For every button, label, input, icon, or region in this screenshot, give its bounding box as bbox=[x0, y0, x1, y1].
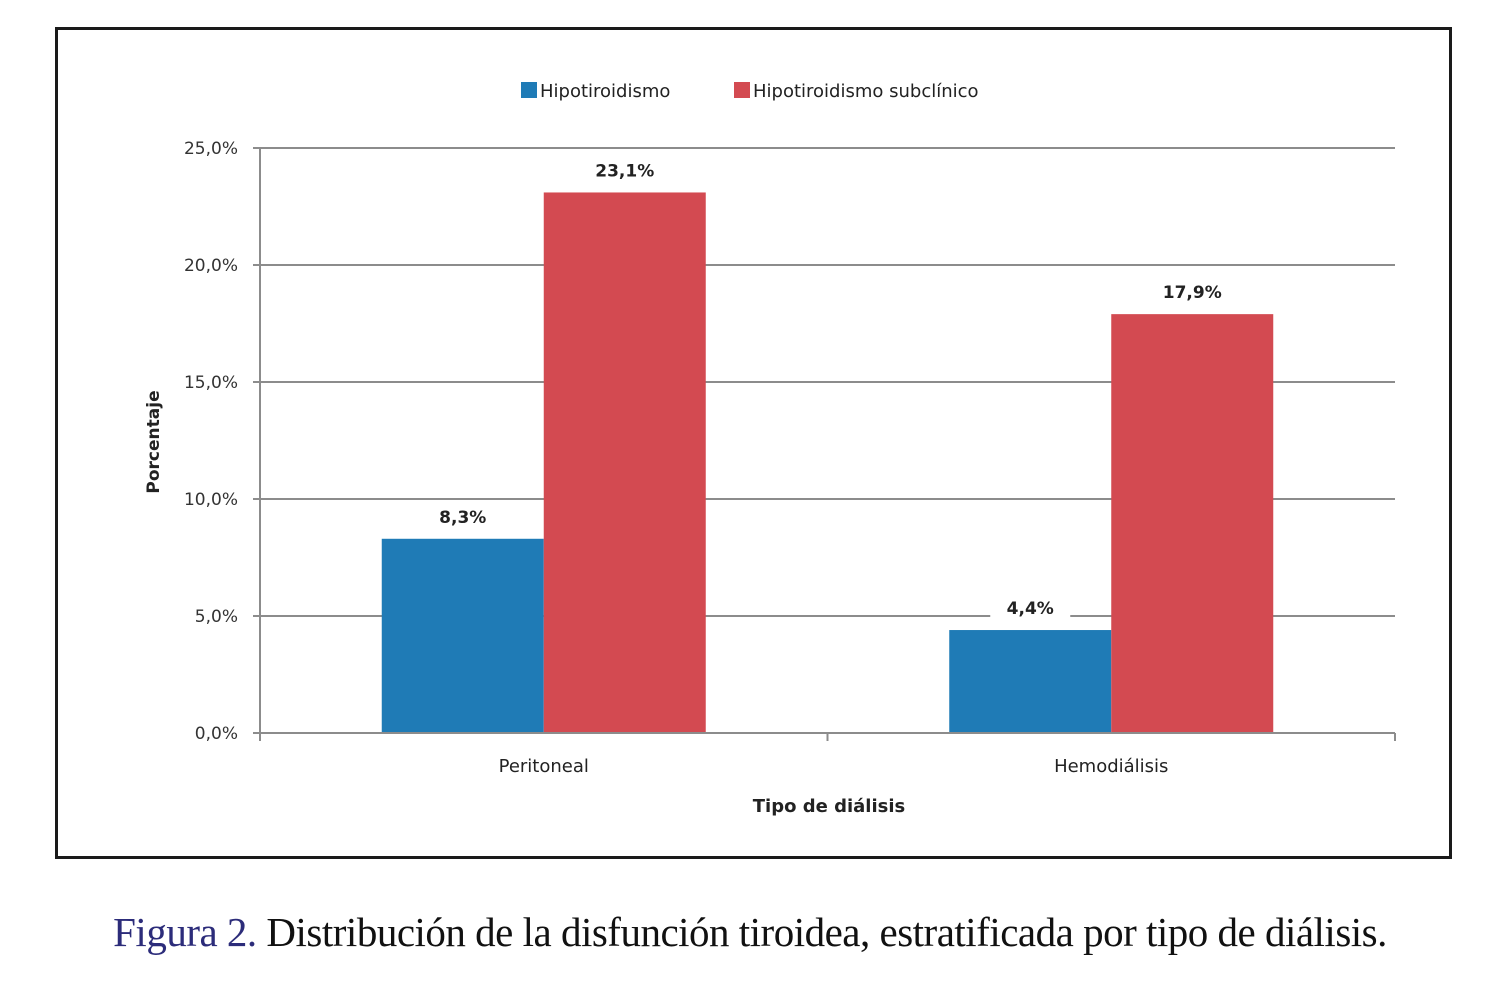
bar bbox=[949, 630, 1112, 733]
bar-chart: 0,0% 5,0% 10,0% 15,0% 20,0% 25,0% Peritoneal H… bbox=[144, 81, 1396, 817]
data-label-bg bbox=[584, 158, 665, 183]
data-label-bg bbox=[422, 504, 503, 529]
data-label: 23,1% bbox=[595, 161, 654, 181]
data-label: 4,4% bbox=[1007, 599, 1054, 619]
x-axis-label: Tipo de diálisis bbox=[753, 796, 905, 817]
x-tick-label: Peritoneal bbox=[499, 756, 589, 777]
figure-caption: Figura 2. Distribución de la disfunción … bbox=[0, 908, 1500, 956]
data-labels: 8,3% 23,1% 4,4% 17,9% bbox=[422, 158, 1233, 621]
axes bbox=[253, 147, 1396, 741]
y-axis-label: Porcentaje bbox=[144, 390, 164, 493]
data-label: 17,9% bbox=[1163, 283, 1222, 303]
legend-swatch bbox=[521, 82, 537, 98]
bar bbox=[381, 538, 544, 733]
chart-frame: 0,0% 5,0% 10,0% 15,0% 20,0% 25,0% Peritoneal H… bbox=[55, 27, 1452, 859]
y-tick-label: 20,0% bbox=[184, 256, 238, 276]
legend: Hipotiroidismo Hipotiroidismo subclínico bbox=[521, 81, 979, 102]
data-label: 8,3% bbox=[439, 508, 486, 528]
x-tick-label: Hemodiálisis bbox=[1054, 756, 1168, 777]
y-tick-labels: 0,0% 5,0% 10,0% 15,0% 20,0% 25,0% bbox=[184, 139, 238, 744]
y-tick-label: 25,0% bbox=[184, 139, 238, 159]
figure-label: Figura 2. bbox=[113, 909, 257, 955]
legend-label: Hipotiroidismo bbox=[540, 81, 670, 102]
bar bbox=[1111, 314, 1274, 733]
data-label-bg bbox=[990, 596, 1071, 621]
legend-label: Hipotiroidismo subclínico bbox=[753, 81, 979, 102]
bars bbox=[381, 192, 1274, 733]
caption-text: Distribución de la disfunción tiroidea, … bbox=[256, 909, 1387, 955]
legend-swatch bbox=[734, 82, 750, 98]
y-tick-label: 5,0% bbox=[195, 607, 238, 627]
x-tick-labels: Peritoneal Hemodiálisis bbox=[499, 756, 1169, 777]
y-tick-label: 15,0% bbox=[184, 373, 238, 393]
y-tick-label: 0,0% bbox=[195, 724, 238, 744]
data-label-bg bbox=[1152, 280, 1233, 305]
bar bbox=[543, 192, 706, 733]
y-tick-label: 10,0% bbox=[184, 490, 238, 510]
